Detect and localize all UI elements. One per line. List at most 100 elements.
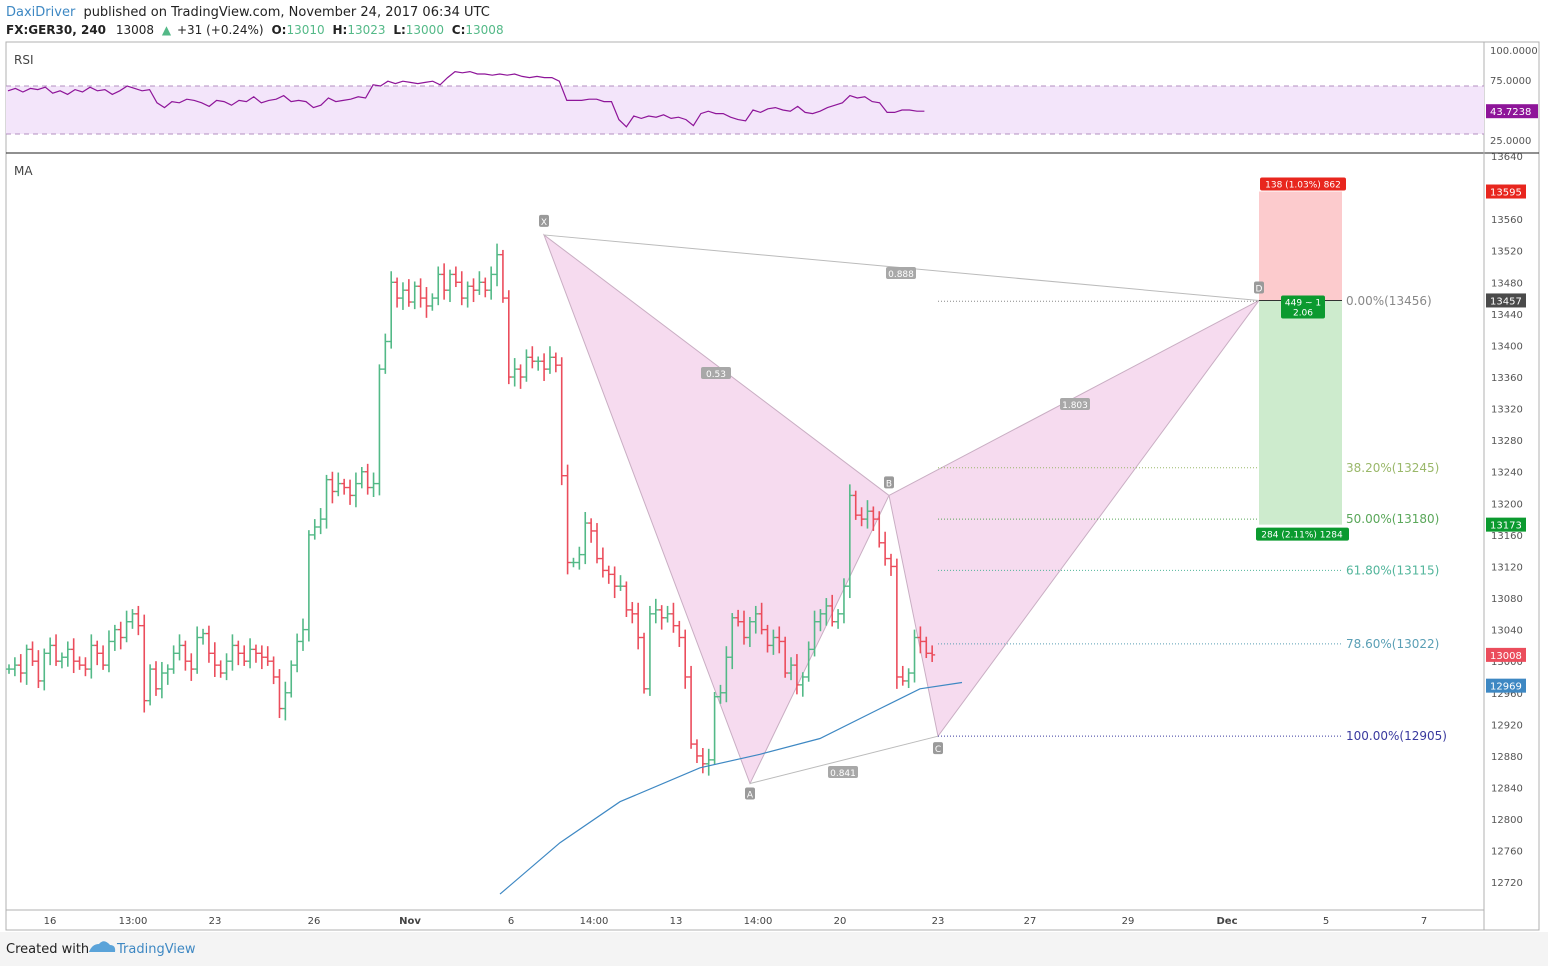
- position-center-label-1: 449 ~ 1: [1285, 298, 1321, 308]
- ohlc-bar: [870, 506, 877, 531]
- ohlc-bar: [435, 266, 442, 306]
- ohlc-bar: [629, 601, 636, 624]
- price-tick-label: 13360: [1491, 373, 1523, 384]
- ohlc-bar: [141, 614, 148, 713]
- ohlc-bar: [664, 605, 671, 623]
- pattern-ratio-label: 0.888: [888, 270, 914, 280]
- price-tick-label: 13240: [1491, 468, 1523, 479]
- ohlc-bar: [323, 474, 330, 529]
- ohlc-bar: [399, 282, 406, 310]
- main-pane-title: MA: [14, 164, 33, 178]
- ohlc-bar: [929, 645, 936, 662]
- rsi-tick-label: 25.0000: [1490, 136, 1531, 147]
- pattern-point-label: C: [935, 745, 941, 755]
- rsi-pane[interactable]: [6, 70, 1484, 135]
- ohlc-bar: [558, 357, 565, 486]
- position-target-label: 284 (2.11%) 1284: [1261, 531, 1343, 541]
- tradingview-logo-icon[interactable]: [89, 941, 116, 952]
- ohlc-bar: [758, 602, 765, 635]
- price-tag: [1486, 678, 1526, 693]
- ohlc-bar: [576, 546, 583, 570]
- time-tick-label: 14:00: [744, 916, 773, 927]
- time-tick-label: 5: [1323, 916, 1329, 927]
- symbol-label: FX:GER30, 240: [6, 23, 106, 37]
- ohlc-bar: [652, 598, 659, 624]
- position-center-label-2: 2.06: [1293, 308, 1313, 318]
- ohlc-bar: [488, 266, 495, 300]
- time-tick-label: Nov: [399, 916, 421, 927]
- ohlc-bar: [499, 249, 506, 303]
- time-tick-label: 23: [932, 916, 945, 927]
- ohlc-bar: [129, 609, 136, 629]
- time-tick-label: 6: [508, 916, 514, 927]
- ohlc-bar: [705, 748, 712, 776]
- position-stop-box: [1260, 177, 1346, 191]
- ohlc-bar: [264, 646, 271, 666]
- ohlc-bar: [588, 518, 595, 543]
- ohlc-bar: [793, 654, 800, 695]
- price-tick-label: 13320: [1491, 405, 1523, 416]
- price-tick-label: 12800: [1491, 815, 1523, 826]
- price-tag: [1486, 647, 1526, 662]
- ohlc-bar: [29, 641, 36, 666]
- ohlc-bar: [105, 630, 112, 673]
- ohlc-bar: [276, 669, 283, 719]
- ohlc-bar: [182, 640, 189, 671]
- ohlc-bar: [717, 684, 724, 704]
- ohlc-bar: [699, 748, 706, 774]
- ohlc-bar: [223, 653, 230, 681]
- ohlc-bar: [635, 602, 642, 650]
- ohlc-bar: [452, 266, 459, 288]
- ohlc-bar: [352, 472, 359, 508]
- ohlc-bar: [111, 624, 118, 651]
- pattern-point-label: D: [1256, 284, 1263, 294]
- ohlc-bar: [247, 638, 254, 669]
- ohlc-bar: [658, 605, 665, 630]
- publisher-link[interactable]: DaxiDriver: [6, 5, 76, 20]
- pattern-point-label: A: [747, 791, 754, 801]
- ohlc-bar: [888, 553, 894, 576]
- ohlc-bar: [447, 269, 453, 303]
- ohlc-bar: [882, 531, 889, 566]
- ohlc-bar: [876, 511, 883, 548]
- rsi-last-value-label: 43.7238: [1490, 107, 1531, 118]
- pattern-triangle-xab: [542, 233, 890, 785]
- ohlc-bar: [147, 664, 154, 706]
- ohlc-bar: [799, 672, 806, 697]
- ohlc-bar: [135, 605, 142, 636]
- ohlc-bar: [923, 636, 930, 659]
- main-pane[interactable]: 0.00%(13456) 38.20%(13245) 50.00%(13180) 61…: [6, 177, 1447, 895]
- ohlc-bar: [670, 602, 677, 633]
- ohlc-bar: [764, 624, 771, 653]
- price-tick-label: 13480: [1491, 278, 1523, 289]
- price-tag: [1486, 293, 1526, 308]
- ohlc-bar: [641, 632, 648, 694]
- rsi-line: [7, 70, 925, 128]
- price-tick-label: 12720: [1491, 878, 1523, 889]
- fib-level-label: 61.80%(13115): [1346, 563, 1439, 577]
- ohlc-bar: [564, 464, 571, 575]
- ohlc-bar: [811, 610, 818, 657]
- ohlc-bar: [735, 609, 742, 627]
- ohlc-bar: [817, 609, 824, 632]
- price-tick-label: 12960: [1491, 689, 1523, 700]
- ohlc-bar: [582, 512, 589, 565]
- ohlc-bar: [217, 660, 224, 678]
- ohlc-bar: [270, 656, 277, 685]
- ohlc-bar: [282, 681, 289, 721]
- price-tick-label: 13400: [1491, 341, 1523, 352]
- ohlc-bar: [494, 243, 501, 287]
- ohlc-bar: [476, 271, 483, 295]
- ohlc-bar: [829, 594, 836, 627]
- ohlc-bar: [646, 605, 653, 696]
- published-text: published on TradingView.com, November 2…: [83, 5, 489, 20]
- ohlc-bar: [70, 638, 77, 674]
- ohlc-bar: [788, 657, 795, 681]
- price-tick-label: 12840: [1491, 783, 1523, 794]
- ohlc-bar: [41, 648, 48, 691]
- pattern-point-box: [745, 787, 755, 800]
- time-tick-label: 27: [1024, 916, 1037, 927]
- tradingview-link[interactable]: TradingView: [116, 942, 196, 957]
- ohlc-bar: [258, 645, 265, 670]
- ohlc-bar: [123, 610, 130, 643]
